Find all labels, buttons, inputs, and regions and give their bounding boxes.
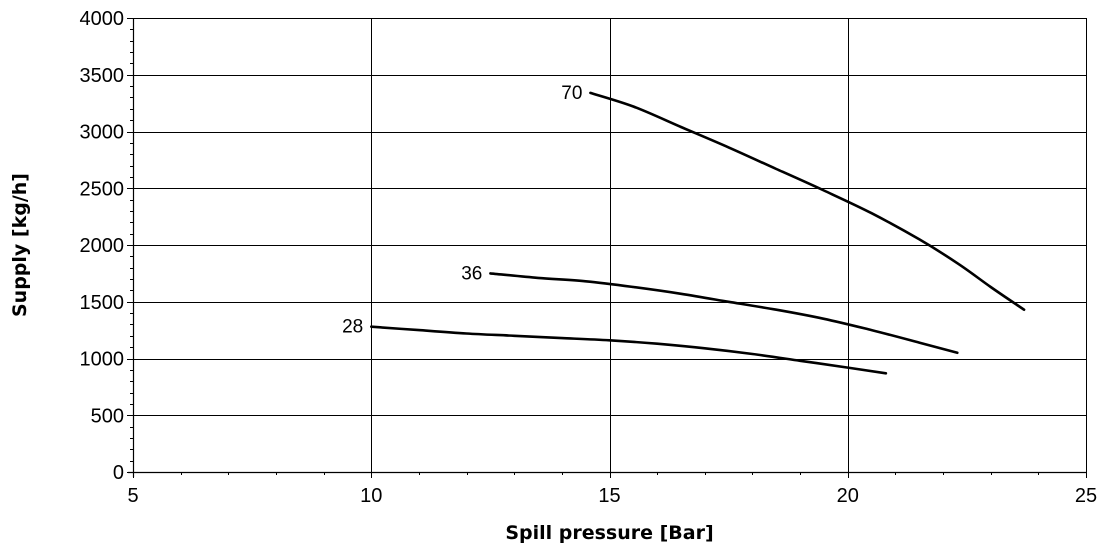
y-tick-label: 4000: [80, 8, 125, 30]
y-tick-label: 3500: [80, 65, 125, 87]
y-tick-label: 1000: [80, 349, 125, 371]
series-label-70: 70: [561, 83, 582, 104]
y-tick-label: 2500: [80, 178, 125, 200]
series-line-28: [370, 325, 888, 375]
x-tick-label: 25: [1075, 485, 1097, 507]
y-tick-label: 2000: [80, 235, 125, 257]
y-tick-label: 0: [113, 462, 124, 484]
y-tick-label: 1500: [80, 292, 125, 314]
series-label-36: 36: [461, 263, 482, 284]
series-label-28: 28: [342, 317, 363, 338]
series-line-70: [589, 91, 1026, 311]
y-axis-title: Supply [kg/h]: [9, 173, 31, 317]
y-tick-label: 3000: [80, 122, 125, 144]
series-group: 70 36 28: [342, 83, 1026, 375]
x-axis-title: Spill pressure [Bar]: [505, 522, 713, 544]
axes: [127, 18, 1087, 478]
x-tick-label: 5: [127, 485, 138, 507]
x-tick-label: 20: [837, 485, 859, 507]
series-line-36: [489, 272, 959, 355]
tick-labels: 0 500 1000 1500 2000 2500 3000 3500 4000 5 10 15 20 2…: [80, 8, 1098, 507]
x-tick-label: 10: [360, 485, 382, 507]
grid: [133, 18, 1087, 473]
y-tick-label: 500: [91, 405, 124, 427]
x-tick-label: 15: [598, 485, 620, 507]
